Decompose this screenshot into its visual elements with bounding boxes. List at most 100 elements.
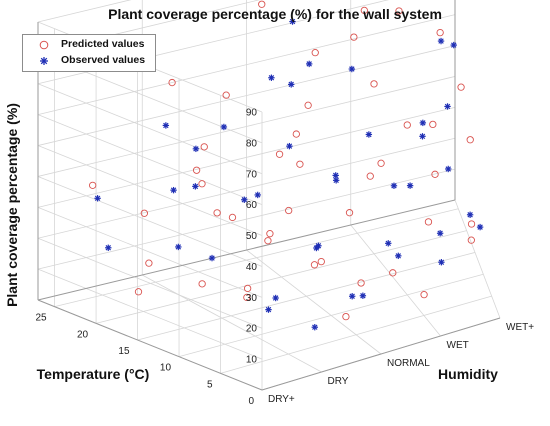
predicted-point: [168, 78, 176, 87]
observed-point: [94, 195, 101, 202]
z-axis-title: Plant coverage percentage (%): [4, 103, 20, 307]
observed-point: [192, 145, 200, 153]
predicted-point: [350, 33, 358, 41]
predicted-point: [222, 91, 230, 99]
observed-point: [332, 177, 340, 184]
gridline-x: [246, 249, 382, 355]
predicted-point: [145, 259, 153, 267]
observed-point: [476, 223, 484, 231]
predicted-point: [466, 136, 474, 144]
observed-point: [395, 252, 402, 260]
predicted-point: [436, 28, 444, 37]
x-tick-label: NORMAL: [387, 358, 430, 369]
predicted-point: [213, 209, 221, 217]
y-tick-label: 15: [118, 346, 130, 357]
predicted-point: [258, 0, 266, 8]
observed-point: [268, 74, 275, 81]
x-tick-label: WET+: [506, 322, 534, 333]
z-tick-label: 80: [246, 138, 258, 149]
axis-edge: [261, 317, 501, 391]
gridline-z: [37, 206, 263, 298]
predicted-point: [266, 230, 274, 238]
predicted-point: [134, 288, 143, 296]
x-tick-label: WET: [447, 340, 469, 351]
observed-point: [444, 103, 451, 110]
observed-point: [105, 244, 112, 251]
gridline-z: [37, 176, 263, 267]
y-tick-label: 10: [160, 363, 172, 374]
observed-point: [390, 182, 398, 189]
observed-point: [208, 254, 216, 262]
z-tick-label: 70: [246, 169, 258, 180]
predicted-point: [292, 130, 300, 138]
predicted-point: [243, 284, 252, 293]
observed-point: [254, 191, 261, 199]
legend-item-predicted: Predicted values: [23, 37, 155, 53]
predicted-point: [370, 80, 378, 88]
predicted-point: [192, 166, 201, 174]
observed-point: [265, 306, 272, 313]
tick-labels: 10 20 30 40 50 60 70 80 90 0 5 10 15 20 25 DRY+ DRY NORMA…: [35, 108, 534, 408]
predicted-point: [304, 101, 312, 109]
gridline-z: [37, 114, 263, 206]
predicted-point: [275, 150, 284, 158]
predicted-point: [342, 312, 350, 321]
z-tick-label: 60: [246, 200, 258, 211]
predicted-point: [457, 83, 465, 91]
predicted-point: [424, 218, 433, 226]
grid-lines: [37, 0, 501, 391]
gridline-z: [37, 83, 263, 175]
observed-point: [436, 230, 444, 237]
observed-point: [306, 60, 313, 68]
predicted-point: [228, 213, 237, 222]
x-tick-label: DRY+: [268, 394, 295, 405]
axis-edge: [37, 299, 263, 391]
data-points: [89, 0, 484, 331]
predicted-point: [357, 279, 365, 287]
predicted-point: [431, 170, 439, 178]
asterisk-marker-icon: [40, 57, 48, 65]
gridline-z: [37, 268, 263, 360]
observed-point: [348, 293, 356, 300]
observed-point: [170, 186, 177, 194]
z-tick-label: 30: [246, 293, 258, 304]
observed-point: [286, 142, 293, 150]
predicted-point: [403, 121, 411, 129]
x-axis-title: Humidity: [438, 366, 498, 382]
predicted-point: [467, 236, 475, 244]
predicted-point: [310, 261, 319, 269]
predicted-point: [285, 206, 293, 215]
gridline-z: [37, 0, 132, 23]
observed-point: [406, 182, 414, 189]
predicted-point: [317, 257, 325, 266]
legend-label-observed: Observed values: [61, 54, 146, 66]
predicted-point: [467, 220, 476, 228]
z-tick-label: 20: [246, 324, 258, 335]
observed-point: [288, 81, 295, 88]
observed-point: [332, 172, 339, 179]
predicted-point: [345, 209, 354, 217]
predicted-point: [429, 120, 437, 129]
z-tick-label: 50: [246, 231, 258, 242]
predicted-point: [389, 269, 397, 277]
observed-point: [289, 18, 296, 25]
observed-point: [162, 122, 170, 129]
legend: Predicted values Observed values: [22, 34, 156, 72]
observed-point: [241, 196, 248, 203]
gridline-x: [142, 274, 322, 373]
predicted-point: [198, 280, 206, 288]
predicted-point: [395, 7, 403, 15]
observed-point: [445, 165, 452, 173]
predicted-point: [198, 180, 206, 188]
observed-point: [359, 292, 367, 299]
z-tick-label: 40: [246, 262, 258, 273]
z-tick-label: 10: [246, 355, 258, 366]
gridline-x: [350, 224, 441, 337]
y-tick-label: 0: [248, 396, 254, 407]
predicted-point: [89, 181, 97, 190]
observed-point: [192, 183, 199, 190]
observed-point: [437, 37, 445, 45]
predicted-point: [264, 237, 272, 245]
chart-title: Plant coverage percentage (%) for the wa…: [108, 6, 442, 22]
